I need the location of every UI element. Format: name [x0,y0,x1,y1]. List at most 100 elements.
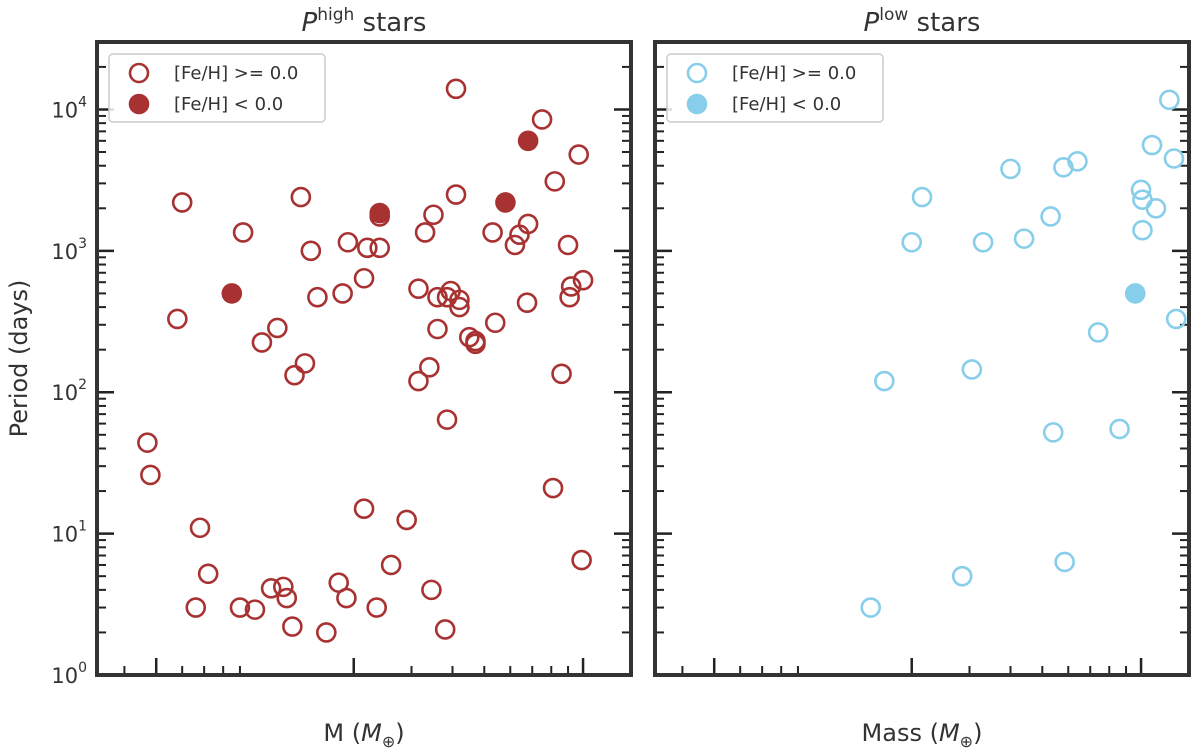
data-point-open [273,576,294,598]
text-span: 10 [51,523,78,547]
legend: [Fe/H] >= 0.0 [Fe/H] < 0.0 [108,53,326,123]
text-span: 0 [78,660,87,676]
data-point-open [185,597,207,618]
data-point-open [284,364,305,386]
data-point-open [911,186,933,208]
data-point-open [1054,551,1075,573]
legend-box [108,53,326,123]
data-point-open [167,308,188,330]
data-point-open [972,231,994,253]
data-point-open [482,222,503,243]
data-point-open [1067,150,1088,172]
data-point-open [1165,308,1187,330]
data-point-open [531,109,553,130]
data-point-open [1141,134,1163,156]
data-point-open [276,587,298,609]
data-point-open [504,234,526,256]
data-point-open [316,622,337,643]
text-span: 10 [51,98,78,122]
series-metal-rich [137,78,594,643]
text-span: ⊕ [960,732,973,751]
data-point-open [353,498,375,520]
data-point-open [1130,179,1152,201]
x-axis-label: Mass (M⊕) [862,719,983,751]
data-point-open [1013,228,1035,249]
legend-label: [Fe/H] < 0.0 [174,94,283,115]
data-point-open [484,312,506,334]
data-point-open [961,359,983,380]
data-point-open [427,286,448,308]
data-point-open [1042,422,1064,443]
data-point-filled [221,283,243,304]
data-point-open [449,296,470,318]
data-point-open [357,237,378,259]
data-point-filled [369,202,391,224]
legend: [Fe/H] >= 0.0 [Fe/H] < 0.0 [666,53,884,123]
data-point-open [380,554,402,576]
data-point-open [171,192,193,213]
data-point-open [1145,197,1167,219]
plot-area [655,42,1189,675]
plot-area [97,42,631,675]
text-span: stars [908,8,980,38]
text-span: ) [395,719,404,747]
data-point-open [366,597,388,618]
text-span: 10 [51,664,78,688]
data-point-open [434,619,456,640]
data-point-open [140,464,161,486]
data-point-open [557,234,579,256]
data-point-open [559,286,580,308]
series-metal-poor [1124,283,1146,304]
data-point-open [251,332,273,353]
data-point-open [282,616,303,637]
text-span: 10 [51,381,78,405]
axes-frame [653,40,1191,677]
legend-box [666,53,884,123]
data-point-open [1000,158,1021,180]
data-point-open [436,409,458,430]
data-point-open [544,171,566,192]
data-point-open [1163,148,1185,169]
text-span: P [302,8,318,38]
legend-label: [Fe/H] < 0.0 [732,94,841,115]
data-point-open [517,213,539,235]
data-point-open [551,363,572,385]
data-point-open [421,579,442,601]
data-point-open [369,237,391,259]
text-span: 3 [78,236,87,252]
data-point-filled [1124,283,1146,304]
data-point-open [901,231,923,253]
text-span: P [864,8,880,38]
data-point-open [290,186,312,208]
text-span: 10 [51,240,78,264]
data-point-filled [517,130,539,152]
series-metal-poor [221,130,539,304]
data-point-open [1109,418,1130,440]
y-tick-label: 100 [51,660,87,688]
text-span: stars [354,8,426,38]
data-point-open [572,269,594,291]
text-span: low [879,5,908,25]
data-point-open [232,222,254,243]
data-point-filled [495,192,516,213]
data-point-open [137,432,158,453]
data-point-open [419,357,440,378]
data-point-open [427,318,448,340]
data-point-open [445,78,467,100]
legend-marker-open [686,62,708,84]
y-axis-label: Period (days) [5,280,33,438]
series-metal-rich [860,89,1187,618]
y-tick-label: 101 [51,519,87,547]
data-point-open [1132,219,1153,241]
data-point-open [568,144,590,165]
text-span: ⊕ [382,732,395,751]
legend-marker-open [128,62,150,84]
legend-marker-filled [128,93,150,115]
x-axis-label: M (M⊕) [323,719,404,751]
data-point-open [189,517,211,539]
panel-2: Plow stars Mass (M⊕) [Fe/H] >= 0.0 [Fe/H] <… [653,5,1191,751]
data-point-open [465,333,486,355]
legend-marker-filled [686,93,708,115]
data-point-open [408,278,429,299]
